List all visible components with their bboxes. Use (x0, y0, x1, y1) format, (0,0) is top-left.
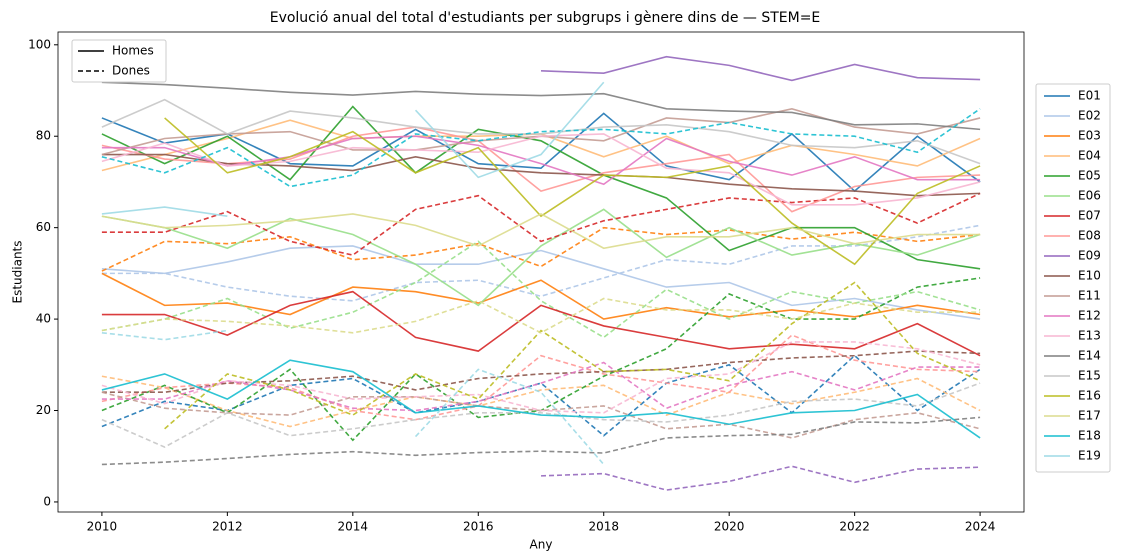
series-line (101, 359, 981, 439)
series-line (101, 341, 981, 414)
legend-label: E02 (1078, 109, 1101, 123)
legend-label: E01 (1078, 89, 1101, 103)
series-line (101, 334, 981, 421)
series-line (101, 375, 981, 428)
legend-label: E05 (1078, 169, 1101, 183)
series-line (101, 245, 981, 320)
legend-label: E15 (1078, 369, 1101, 383)
y-axis-label: Estudiants (11, 240, 25, 303)
series-line (101, 98, 981, 165)
legend-label: E10 (1078, 269, 1101, 283)
y-tick-label: 20 (36, 403, 51, 417)
x-tick-label: 2022 (839, 520, 870, 534)
x-tick-label: 2014 (338, 520, 369, 534)
y-tick-label: 80 (36, 129, 51, 143)
series-line (101, 81, 605, 218)
x-tick-label: 2024 (965, 520, 996, 534)
series-line (101, 272, 981, 320)
legend-label: E07 (1078, 209, 1101, 223)
y-tick-label: 40 (36, 312, 51, 326)
x-tick-label: 2020 (714, 520, 745, 534)
y-tick-label: 100 (28, 37, 51, 51)
legend-label: E11 (1078, 289, 1101, 303)
legend-label: E16 (1078, 389, 1101, 403)
series-line (101, 240, 981, 339)
x-tick-label: 2016 (463, 520, 494, 534)
series-line (540, 465, 981, 491)
series-legend (1035, 83, 1111, 473)
series-line (101, 133, 981, 206)
series-line (101, 224, 981, 302)
x-tick-label: 2012 (212, 520, 243, 534)
series-line (101, 108, 981, 188)
series-line (101, 416, 981, 466)
legend-label: E03 (1078, 129, 1101, 143)
series-line (101, 361, 981, 412)
series-line (101, 81, 981, 131)
plot-area (57, 31, 1025, 513)
chart-title: Evolució anual del total d'estudiants pe… (270, 10, 821, 26)
legend-label: E19 (1078, 449, 1101, 463)
legend-label: E14 (1078, 349, 1101, 363)
legend-label: E08 (1078, 229, 1101, 243)
series-line (101, 208, 981, 307)
y-tick-label: 0 (43, 494, 51, 508)
series-line (164, 281, 981, 430)
series-line (101, 112, 981, 193)
legend-label: E06 (1078, 189, 1101, 203)
series-line (101, 226, 981, 272)
legend-label: Dones (112, 64, 150, 78)
series-line (101, 290, 981, 357)
legend-label: E18 (1078, 429, 1101, 443)
series-line (101, 297, 981, 334)
series-line (101, 354, 981, 437)
legend-label: E12 (1078, 309, 1101, 323)
legend-label: Homes (112, 44, 154, 58)
x-axis-label: Any (530, 538, 553, 552)
series-line (540, 55, 981, 82)
x-tick-label: 2018 (588, 520, 619, 534)
series-line (101, 382, 981, 448)
legend-label: E17 (1078, 409, 1101, 423)
y-tick-label: 60 (36, 220, 51, 234)
series-line (164, 117, 981, 266)
series-line (101, 135, 981, 186)
series-line (101, 105, 981, 270)
legend-label: E13 (1078, 329, 1101, 343)
legend-label: E04 (1078, 149, 1101, 163)
series-line (101, 213, 981, 250)
series-line (101, 329, 605, 465)
x-tick-label: 2010 (87, 520, 118, 534)
legend-label: E09 (1078, 249, 1101, 263)
series-line (101, 192, 981, 256)
